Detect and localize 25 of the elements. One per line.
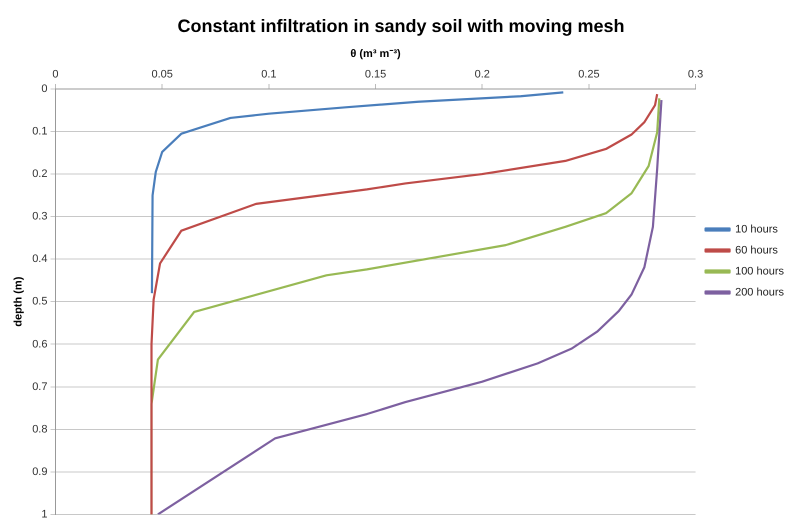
y-tick-label: 1 (41, 508, 48, 520)
y-tick-label: 0.3 (32, 210, 48, 223)
x-tick-label: 0 (52, 68, 59, 80)
chart-title: Constant infiltration in sandy soil with moving mesh (177, 16, 625, 36)
y-tick-label: 0 (41, 83, 48, 96)
x-axis-title: θ (m³ m⁻³) (350, 48, 401, 60)
legend-label: 10 hours (735, 224, 778, 236)
y-axis-title: depth (m) (12, 276, 25, 327)
y-tick-label: 0.2 (32, 168, 48, 180)
x-tick-label: 0.15 (364, 68, 386, 80)
y-tick-label: 0.6 (32, 338, 48, 350)
y-tick-label: 0.7 (32, 380, 48, 393)
x-tick-label: 0.1 (261, 68, 276, 80)
x-tick-label: 0.25 (578, 68, 600, 80)
y-tick-label: 0.4 (32, 253, 48, 266)
legend-label: 200 hours (735, 286, 784, 299)
legend-label: 100 hours (735, 266, 784, 278)
y-tick-label: 0.1 (32, 126, 48, 138)
y-tick-label: 0.8 (32, 423, 48, 436)
x-tick-label: 0.2 (474, 68, 490, 80)
x-tick-label: 0.3 (688, 68, 704, 80)
x-tick-label: 0.05 (151, 68, 173, 80)
y-tick-label: 0.5 (32, 296, 48, 308)
legend-label: 60 hours (735, 244, 778, 257)
y-tick-label: 0.9 (32, 466, 48, 478)
